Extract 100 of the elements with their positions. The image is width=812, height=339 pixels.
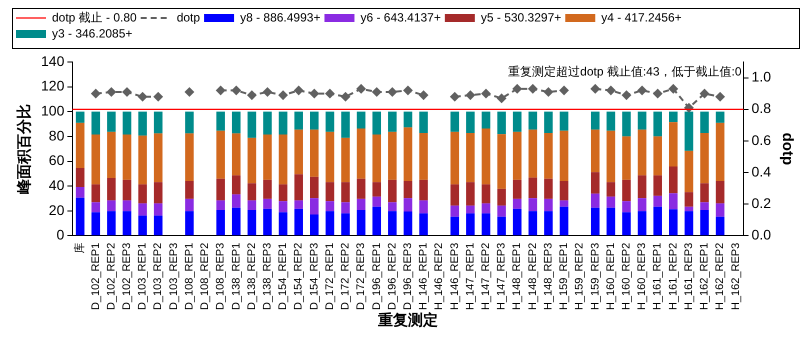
x-tick-label: D_102_REP2 (105, 242, 118, 310)
point (606, 86, 616, 95)
point (590, 84, 600, 94)
bar (232, 175, 241, 194)
bar (653, 112, 662, 136)
point (700, 89, 710, 98)
bar (216, 112, 225, 131)
bar (590, 208, 600, 236)
x-tick-label: D_138_REP3 (262, 242, 274, 310)
bar (419, 213, 428, 236)
bar (372, 196, 382, 207)
bar (388, 112, 397, 132)
bar (278, 212, 288, 236)
bar (560, 181, 568, 200)
bar (512, 208, 522, 236)
bar (326, 182, 334, 202)
x-tick-label: D_103_REP1 (136, 242, 149, 310)
bar (606, 112, 616, 131)
legend-label: y6 - 643.4137+ (360, 10, 441, 24)
bar (466, 206, 475, 214)
bar (716, 112, 724, 123)
bar (76, 186, 84, 198)
x-tick-label: D_108_REP2 (199, 242, 212, 310)
legend-label: y3 - 346.2085+ (52, 26, 132, 40)
bar (294, 174, 303, 200)
bar (669, 193, 678, 210)
bar (232, 194, 241, 208)
bar (263, 112, 272, 134)
bar (482, 112, 490, 129)
bar (310, 198, 319, 215)
bar (356, 210, 366, 236)
bar (684, 150, 694, 192)
point (419, 90, 428, 100)
bar (388, 211, 397, 236)
y2-axis-title: dotp (778, 132, 796, 166)
bar (107, 211, 116, 236)
bar (341, 112, 350, 138)
y-tick-label: 20 (48, 202, 65, 218)
point (341, 92, 350, 102)
legend-label: y4 - 417.2456+ (601, 10, 682, 24)
point (622, 90, 631, 100)
bar (622, 201, 631, 212)
bar (466, 182, 475, 206)
bar (653, 196, 662, 207)
bar (716, 122, 724, 182)
x-tick-label: H_160_REP3 (636, 242, 648, 310)
bar (107, 112, 116, 132)
bar (466, 213, 475, 236)
x-tick-label: H_146_REP1 (418, 242, 430, 310)
bar (341, 138, 350, 182)
bar (716, 216, 724, 236)
bar (419, 132, 428, 180)
bar (216, 200, 225, 210)
bar (669, 122, 678, 166)
x-tick-label: H_160_REP2 (620, 242, 633, 310)
bar (450, 184, 460, 206)
bar (606, 182, 616, 197)
annotation: 重复测定超过dotp 截止值:43，低于截止值:0 (508, 64, 742, 78)
bar (122, 112, 132, 134)
y2-tick-label: 0.2 (752, 195, 772, 212)
bar (248, 183, 256, 200)
legend-label: dotp (176, 10, 200, 24)
bar (91, 184, 100, 202)
x-tick-label: H_148_REP3 (542, 242, 554, 310)
bar (263, 134, 272, 180)
bar (263, 198, 272, 209)
bar (404, 198, 412, 212)
x-tick-label: D_108_REP3 (214, 242, 227, 310)
point (653, 89, 662, 98)
bar (122, 134, 132, 180)
bar (528, 112, 538, 130)
bar (388, 180, 397, 202)
point (372, 88, 382, 97)
bar (497, 216, 506, 236)
y-tick-label: 140 (41, 52, 65, 69)
point (638, 86, 647, 95)
bar (326, 211, 334, 236)
point (497, 94, 506, 103)
bar (700, 210, 709, 236)
bar (606, 130, 616, 182)
bar (138, 216, 147, 236)
bar (544, 211, 553, 236)
bar (356, 178, 366, 199)
bar (590, 130, 600, 172)
bar (76, 168, 84, 187)
bar (638, 211, 646, 236)
bar (497, 112, 506, 134)
bar (216, 178, 225, 200)
x-tick-label: 库 (73, 242, 86, 254)
bar (622, 136, 631, 180)
bar (154, 216, 162, 236)
bar (294, 208, 303, 236)
bar (716, 181, 724, 204)
point (122, 88, 132, 97)
bar (512, 180, 522, 199)
x-tick-label: H_147_REP2 (480, 242, 492, 310)
x-tick-label: H_147_REP3 (496, 242, 508, 310)
bar (544, 112, 553, 133)
point (560, 86, 569, 95)
legend-label: y8 - 886.4993+ (240, 10, 320, 24)
